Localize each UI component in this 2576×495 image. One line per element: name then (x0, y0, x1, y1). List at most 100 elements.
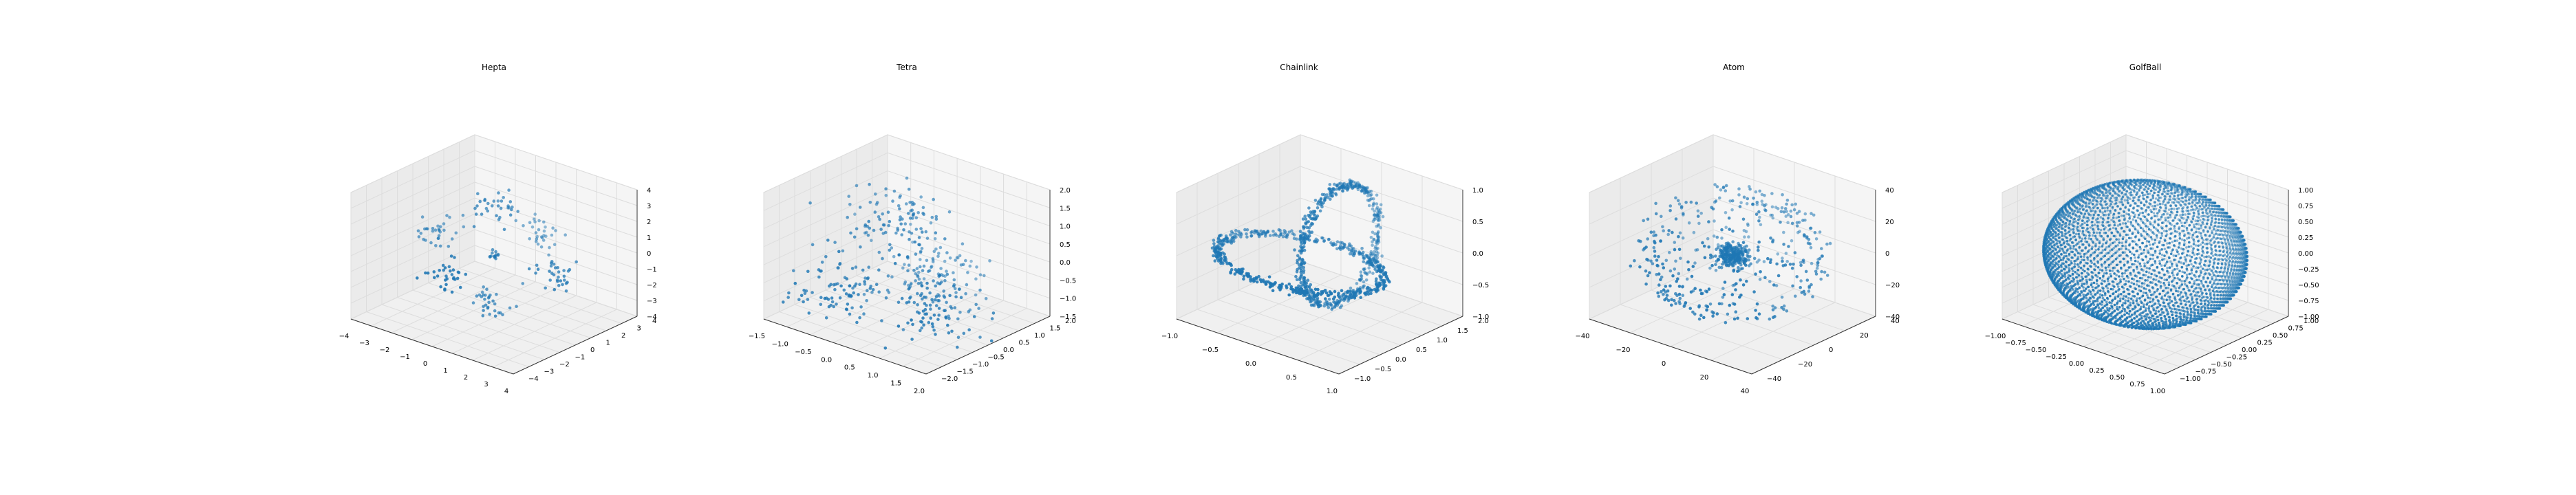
data-point (1725, 248, 1729, 252)
data-point (1721, 262, 1724, 266)
data-point (977, 307, 980, 310)
data-point (1360, 274, 1364, 278)
data-point (1354, 181, 1357, 185)
data-point (2117, 194, 2120, 197)
data-point (1774, 284, 1779, 287)
data-point (1769, 258, 1772, 262)
tick-label: 0.0 (1472, 250, 1483, 258)
data-point (1659, 278, 1662, 282)
data-point (1689, 200, 1693, 204)
data-point (1375, 202, 1379, 206)
data-point (2194, 244, 2198, 247)
data-point (936, 254, 940, 258)
tick-label: −1.0 (1161, 333, 1178, 340)
data-point (2211, 250, 2214, 253)
data-point (952, 271, 955, 275)
data-point (500, 199, 504, 203)
data-point (916, 292, 919, 296)
data-point (2196, 219, 2200, 223)
data-point (845, 307, 848, 311)
data-point (2235, 233, 2237, 236)
data-point (1668, 284, 1672, 288)
data-point (828, 284, 831, 288)
data-point (2179, 214, 2182, 217)
grid-line (459, 268, 622, 324)
data-point (487, 300, 491, 305)
data-point (820, 261, 824, 264)
data-point (2229, 227, 2232, 230)
data-point (2187, 209, 2190, 212)
data-point (968, 264, 972, 268)
data-point (534, 272, 537, 275)
data-point (947, 210, 952, 214)
data-point (851, 286, 855, 290)
data-point (1781, 256, 1784, 260)
data-point (901, 328, 905, 331)
data-point (928, 303, 932, 307)
data-point (2191, 201, 2194, 204)
grid-line (474, 213, 638, 270)
data-point (2121, 192, 2123, 195)
tick-label: 0.75 (2288, 325, 2304, 333)
data-point (1299, 234, 1302, 239)
data-point (563, 278, 566, 282)
data-point (1688, 307, 1692, 310)
data-point (2157, 194, 2160, 197)
data-point (877, 215, 881, 219)
data-point (1371, 263, 1375, 267)
data-point (1665, 294, 1669, 297)
data-point (1335, 303, 1340, 307)
data-point (1299, 245, 1302, 248)
data-point (2099, 216, 2103, 219)
x-axis-line (1176, 318, 1340, 375)
data-point (959, 296, 963, 300)
data-point (2193, 240, 2196, 243)
data-point (1216, 236, 1221, 240)
data-point (1344, 295, 1348, 298)
data-point (1309, 303, 1313, 307)
tick-label: −0.75 (2196, 368, 2217, 376)
data-point (1376, 213, 1380, 217)
data-point (2193, 192, 2196, 196)
data-point (2108, 204, 2112, 208)
data-point (923, 302, 927, 305)
data-point (2120, 248, 2123, 250)
data-point (2138, 254, 2140, 257)
data-point (2236, 264, 2240, 267)
data-point (1289, 287, 1293, 291)
data-point (2218, 233, 2222, 236)
data-point (2174, 204, 2178, 208)
grid-line (763, 134, 888, 193)
data-point (2158, 196, 2161, 199)
data-point (2145, 266, 2149, 270)
data-point (1335, 183, 1339, 187)
data-point (2224, 215, 2227, 219)
data-point (2211, 204, 2213, 208)
data-point (1349, 286, 1353, 290)
data-point (2210, 220, 2213, 223)
data-point (1735, 282, 1738, 286)
data-point (849, 294, 853, 298)
data-point (2123, 188, 2125, 192)
data-point (2151, 247, 2154, 250)
data-point (1784, 252, 1788, 255)
tick-label: −1.00 (2298, 314, 2319, 321)
tick-label: −1.0 (772, 340, 788, 348)
data-point (2125, 280, 2127, 283)
data-point (2126, 269, 2129, 272)
data-point (984, 297, 988, 300)
data-point (2196, 192, 2199, 196)
data-point (2129, 236, 2133, 240)
data-point (2215, 211, 2218, 214)
data-point (893, 261, 897, 265)
data-point (1327, 294, 1331, 297)
data-point (1380, 270, 1384, 274)
data-point (1738, 205, 1742, 208)
data-point (1699, 292, 1704, 296)
grid-line (1682, 275, 1845, 331)
data-point (1367, 204, 1371, 208)
data-point (1353, 184, 1356, 188)
data-point (2105, 307, 2109, 309)
data-point (845, 277, 849, 280)
data-point (1785, 210, 1788, 213)
